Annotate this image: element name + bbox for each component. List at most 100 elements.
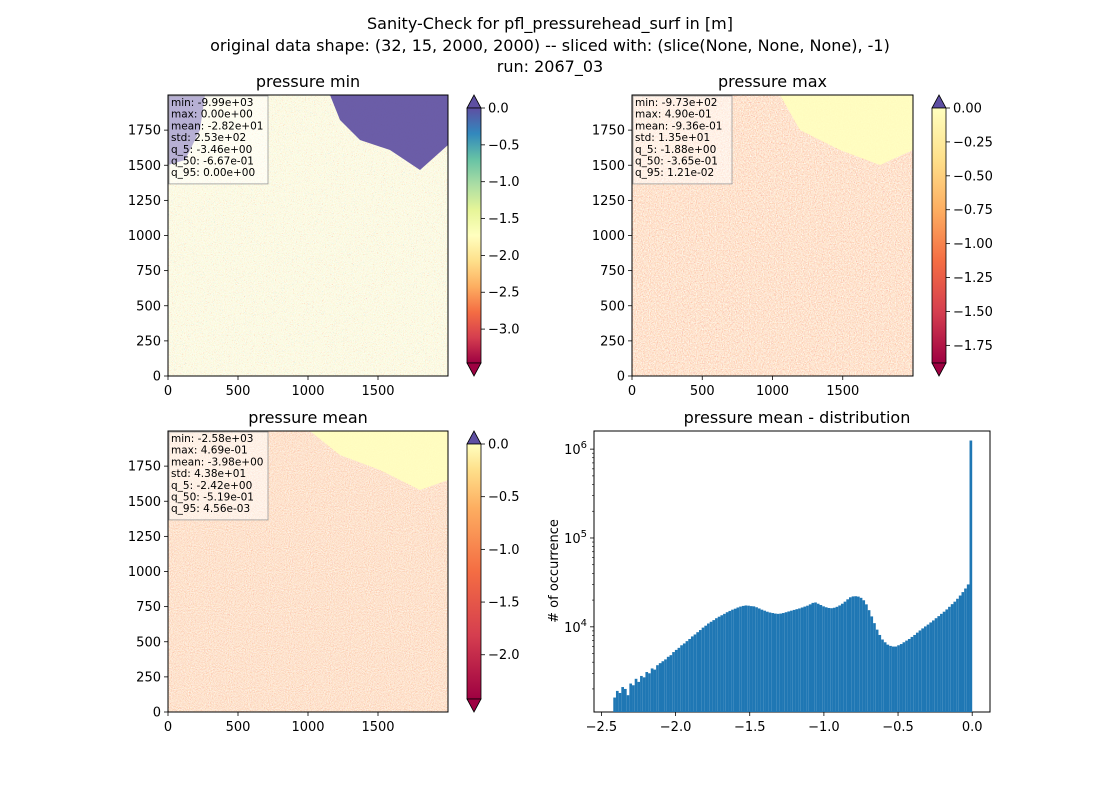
sea-region-north [780, 95, 913, 165]
histogram-bar [792, 609, 796, 712]
histogram-bar [784, 612, 788, 712]
y-tick-label: 500 [600, 299, 625, 314]
histogram-bar [865, 604, 868, 712]
histogram-bar [760, 609, 764, 712]
y-tick-label: 1000 [128, 229, 161, 244]
histogram-bar [618, 692, 622, 712]
colorbar-tick-label: −0.5 [488, 138, 520, 153]
histogram-bar [961, 592, 965, 712]
figure-title-line-2: original data shape: (32, 15, 2000, 2000… [210, 36, 890, 55]
histogram-bar [806, 605, 809, 712]
histogram-bar [717, 616, 721, 712]
histogram-bar [966, 584, 970, 712]
histogram-bar [690, 636, 694, 712]
histogram-bar [656, 665, 659, 712]
histogram-bar [680, 645, 683, 712]
colorbar-pressure-mean-body [466, 443, 482, 700]
y-tick-label: 750 [600, 264, 625, 279]
histogram-bar [808, 604, 812, 712]
histogram-bar [661, 661, 665, 712]
histogram-bar [926, 624, 930, 712]
stats-box [168, 95, 269, 185]
colorbar-extend-bottom [466, 362, 482, 377]
histogram-bar [701, 627, 705, 712]
histogram-bar [765, 611, 769, 712]
histogram-bar [958, 595, 962, 712]
x-tick-label: 0 [164, 720, 172, 735]
histogram-bar [824, 607, 828, 712]
histogram-bar [728, 610, 732, 712]
y-tick-label: 0 [617, 370, 625, 385]
stats-line: mean: -2.82e+01 [171, 120, 263, 132]
histogram-bar [907, 638, 911, 712]
histogram-bar [857, 596, 860, 712]
y-tick-label: 0 [153, 706, 161, 721]
histogram-bar [800, 607, 804, 712]
x-tick-label: −1.5 [734, 720, 766, 735]
histogram-bar [615, 690, 619, 712]
colorbar-tick-label: −0.75 [953, 203, 993, 218]
histogram-bar [848, 597, 852, 712]
colorbar-tick-label: 0.00 [953, 102, 982, 117]
histogram-bar [720, 615, 724, 712]
histogram-bar [733, 608, 737, 712]
histogram-bar [905, 640, 908, 712]
histogram-bar [623, 688, 627, 712]
histogram-bar [851, 596, 855, 712]
colorbar-tick-label: −1.0 [488, 543, 520, 558]
colorbar-tick-label: −3.0 [488, 323, 520, 338]
stats-line: min: -9.99e+03 [171, 97, 253, 109]
stats-line: q_95: 1.21e-02 [635, 167, 714, 179]
y-tick-label: 750 [136, 264, 161, 279]
stats-line: mean: -3.98e+00 [171, 456, 263, 468]
colorbar-tick-label: −1.25 [953, 271, 993, 286]
colorbar-tick-label: −1.00 [953, 237, 993, 252]
histogram-bar [921, 628, 924, 712]
y-tick-label: 1000 [592, 229, 625, 244]
histogram-bar [798, 608, 801, 712]
ocean-region-north [330, 95, 448, 170]
histogram-bar [749, 606, 753, 712]
sea-region-north [310, 431, 448, 490]
stats-line: q_95: 0.00e+00 [171, 167, 255, 179]
y-tick-label: 0 [153, 370, 161, 385]
histogram-bar [859, 597, 863, 712]
x-tick-label: 1500 [361, 720, 394, 735]
histogram-bar [653, 669, 657, 712]
x-tick-label: 1500 [826, 384, 859, 399]
histogram-bar [886, 644, 890, 712]
histogram-bar [776, 613, 780, 712]
histogram-bar [953, 601, 957, 712]
histogram-bar [787, 611, 791, 712]
histogram-bar [843, 601, 847, 712]
histogram-bar [918, 630, 922, 712]
colorbar-extend-bottom [931, 362, 947, 377]
histogram-bar [666, 656, 670, 712]
x-tick-label: 500 [226, 384, 251, 399]
colorbar-tick-label: −1.5 [488, 596, 520, 611]
histogram-bar [835, 606, 839, 712]
histogram-bar [715, 618, 718, 712]
histogram-bar [621, 687, 624, 712]
histogram-bar [773, 613, 777, 712]
histogram-bar [816, 603, 820, 712]
histogram-bar [763, 610, 766, 712]
histogram-bar [910, 636, 914, 712]
histogram-bar [830, 608, 833, 712]
y-tick-label: 1750 [592, 124, 625, 139]
histogram-bar [862, 600, 866, 712]
y-tick-label: 1250 [128, 194, 161, 209]
histogram-bar [846, 599, 849, 712]
histogram-bar [752, 606, 756, 712]
colorbar-tick-label: −1.75 [953, 339, 993, 354]
colorbar-extend-bottom [466, 698, 482, 713]
histogram-bar [650, 668, 654, 712]
y-tick-label: 250 [136, 334, 161, 349]
y-tick-label: 1750 [128, 460, 161, 475]
histogram-bar [854, 596, 858, 712]
histogram-bar [945, 609, 949, 712]
histogram-bar [744, 605, 748, 712]
colorbar-pressure-min-body [466, 107, 482, 364]
y-tick-label: 1500 [128, 495, 161, 510]
histogram-bar [637, 681, 641, 712]
